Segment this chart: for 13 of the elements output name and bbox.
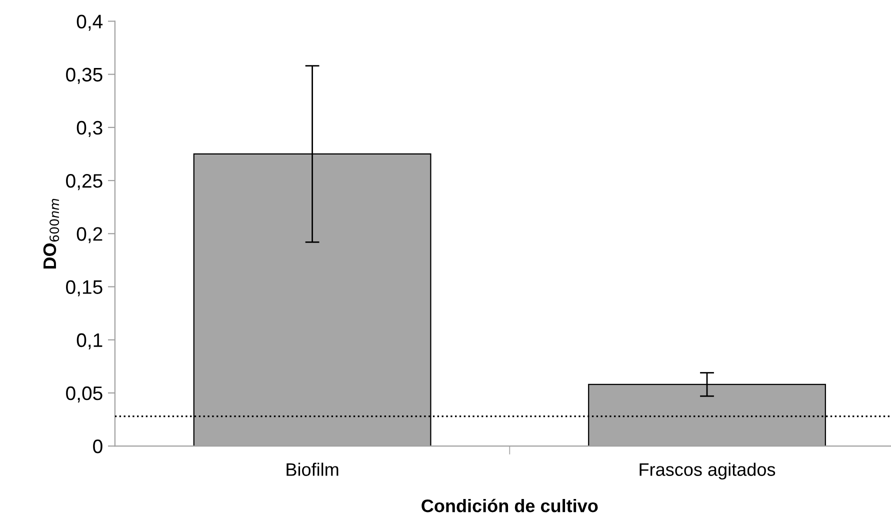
- y-tick-label: 0,4: [76, 14, 103, 31]
- x-tick-label: Biofilm: [286, 462, 338, 476]
- y-axis-title: DO$_{600nm}$: [43, 198, 60, 269]
- y-tick-label: 0,05: [66, 386, 102, 402]
- y-tick-label: 0,15: [66, 280, 102, 296]
- y-tick-label: 0,3: [76, 120, 102, 137]
- x-tick-label: Frascos agitados: [640, 462, 776, 480]
- y-tick-label: 0,25: [66, 174, 102, 190]
- y-tick-label: 0: [93, 440, 102, 454]
- y-tick-label: 0,2: [76, 227, 102, 244]
- x-axis-title: Condición de cultivo: [422, 498, 598, 512]
- y-tick-label: 0,35: [66, 68, 102, 84]
- y-tick-label: 0,1: [76, 333, 102, 350]
